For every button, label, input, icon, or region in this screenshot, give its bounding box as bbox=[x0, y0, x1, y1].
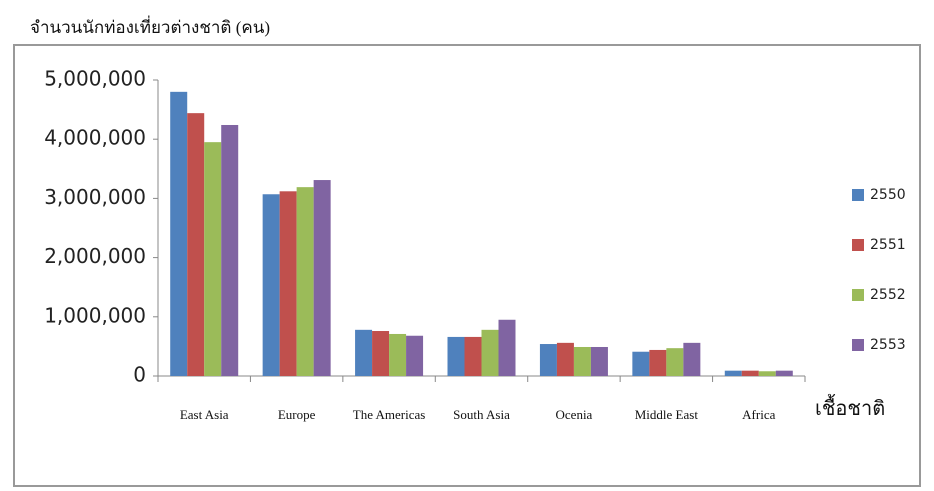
bar bbox=[666, 348, 683, 376]
y-tick-label: 5,000,000 bbox=[44, 67, 146, 91]
legend-label: 2551 bbox=[870, 237, 906, 253]
bar bbox=[759, 371, 776, 376]
x-tick-label: East Asia bbox=[166, 397, 242, 433]
bar bbox=[187, 113, 204, 376]
legend-label: 2553 bbox=[870, 337, 906, 353]
bar bbox=[204, 142, 221, 376]
bar bbox=[776, 371, 793, 376]
x-tick-label: South Asia bbox=[444, 397, 520, 433]
bar bbox=[591, 347, 608, 376]
legend-swatch bbox=[852, 289, 864, 301]
bar bbox=[540, 344, 557, 376]
x-tick-label: Middle East bbox=[628, 397, 704, 433]
y-tick-label: 3,000,000 bbox=[44, 185, 146, 209]
bar bbox=[632, 352, 649, 376]
legend-swatch bbox=[852, 189, 864, 201]
bar bbox=[406, 336, 423, 376]
bar bbox=[499, 320, 516, 376]
bar bbox=[372, 331, 389, 376]
bar bbox=[314, 180, 331, 376]
bar bbox=[725, 371, 742, 376]
bar bbox=[557, 343, 574, 376]
page: 0 1,000,000 2,000,000 3,000,000 4,000,000 5,0… bbox=[0, 0, 934, 491]
bar bbox=[742, 371, 759, 376]
bar bbox=[170, 92, 187, 376]
x-tick-label: Europe bbox=[259, 397, 335, 433]
legend-label: 2550 bbox=[870, 187, 906, 203]
bar bbox=[574, 347, 591, 376]
x-tick-label: The Americas bbox=[351, 397, 427, 433]
bar bbox=[649, 350, 666, 376]
bar bbox=[482, 330, 499, 376]
bar bbox=[448, 337, 465, 376]
legend-swatch bbox=[852, 239, 864, 251]
legend-label: 2552 bbox=[870, 287, 906, 303]
bar bbox=[465, 337, 482, 376]
bar bbox=[355, 330, 372, 376]
bar bbox=[280, 191, 297, 376]
y-tick-label: 4,000,000 bbox=[44, 126, 146, 150]
x-tick-label: Africa bbox=[721, 397, 797, 433]
y-tick-label: 1,000,000 bbox=[44, 303, 146, 327]
bar bbox=[389, 334, 406, 376]
y-tick-label: 0 bbox=[133, 363, 146, 387]
bar bbox=[221, 125, 238, 376]
bar bbox=[297, 187, 314, 376]
legend-swatch bbox=[852, 339, 864, 351]
x-axis-label: เชื้อชาติ bbox=[815, 392, 885, 424]
x-tick-label: Ocenia bbox=[536, 397, 612, 433]
chart-title: จำนวนนักท่องเที่ยวต่างชาติ (คน) bbox=[30, 14, 270, 41]
bar bbox=[263, 194, 280, 376]
bar bbox=[683, 343, 700, 376]
y-tick-label: 2,000,000 bbox=[44, 244, 146, 268]
